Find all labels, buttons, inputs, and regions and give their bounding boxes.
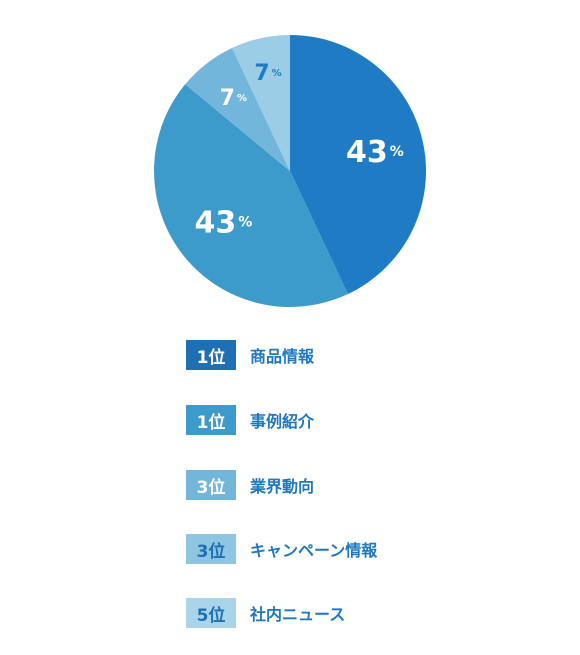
legend-item-3: 3位 業界動向 bbox=[186, 470, 314, 500]
pie-chart: 43 % 43 % 7 % 7% bbox=[153, 35, 426, 308]
pie-slice bbox=[153, 84, 348, 308]
slice-label: 7% bbox=[220, 85, 247, 110]
rank-badge: 3位 bbox=[186, 534, 236, 564]
legend-label: キャンペーン情報 bbox=[250, 541, 378, 560]
rank-badge: 1位 bbox=[186, 340, 236, 370]
legend-label: 業界動向 bbox=[250, 477, 315, 496]
legend-label: 社内ニュース bbox=[250, 605, 346, 624]
legend-label: 商品情報 bbox=[250, 347, 315, 366]
rank-badge: 1位 bbox=[186, 405, 236, 435]
legend-item-2: 1位 事例紹介 bbox=[186, 405, 314, 435]
rank-badge: 5位 bbox=[186, 598, 236, 628]
slice-label: 43% bbox=[194, 205, 252, 240]
pie-slice bbox=[232, 35, 290, 171]
rank-badge: 3位 bbox=[186, 470, 236, 500]
slice-label: 7% bbox=[254, 60, 281, 85]
legend-label: 事例紹介 bbox=[250, 412, 315, 431]
legend-item-4: 3位 キャンペーン情報 bbox=[186, 534, 377, 564]
legend-item-1: 1位 商品情報 bbox=[186, 340, 314, 370]
legend-item-5: 5位 社内ニュース bbox=[186, 598, 345, 628]
pie-slice bbox=[290, 35, 426, 295]
slice-label: 43% bbox=[346, 135, 404, 170]
pie-slice bbox=[185, 47, 290, 171]
